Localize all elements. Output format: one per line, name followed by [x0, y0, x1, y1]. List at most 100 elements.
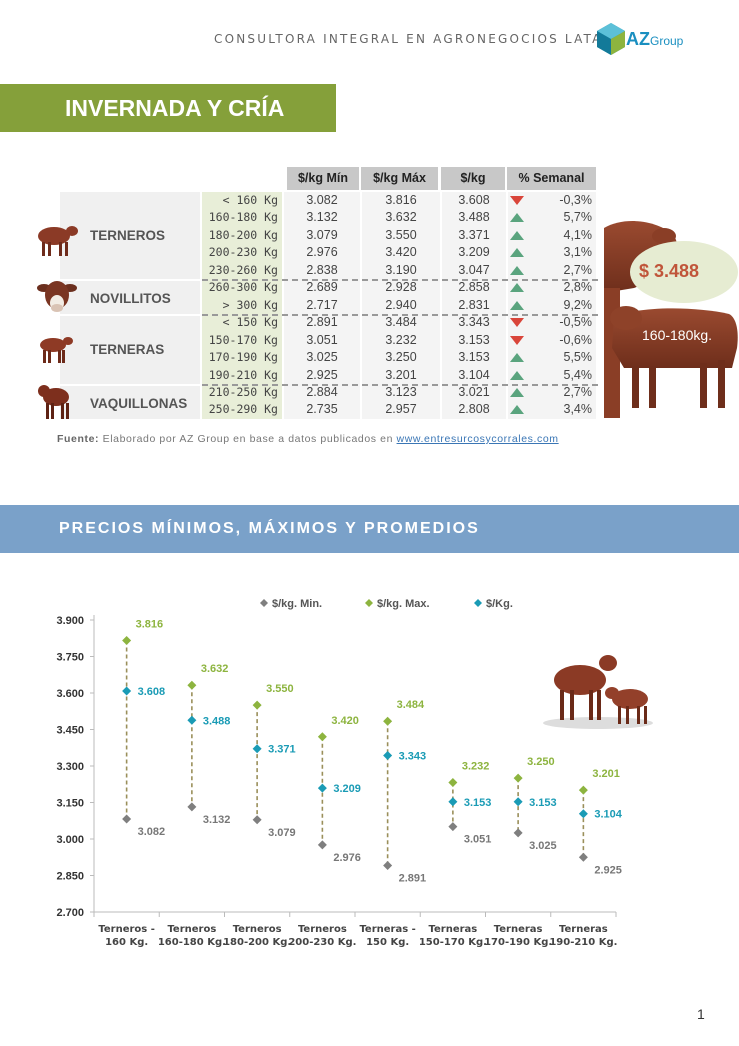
- weekly-change-cell: 2,7%: [508, 383, 596, 402]
- y-tick-label: 3.750: [56, 652, 84, 664]
- x-tick-label: Terneras: [559, 924, 608, 935]
- legend-label: $/kg. Max.: [377, 598, 430, 610]
- avg-point: [383, 751, 393, 761]
- avg-price-cell: 3.021: [442, 383, 506, 402]
- max-data-label: 3.201: [592, 768, 620, 780]
- avg-price-cell: 3.608: [442, 192, 506, 210]
- min-price-cell: 2.925: [284, 366, 360, 384]
- section-title: INVERNADA Y CRÍA: [65, 95, 285, 121]
- source-link[interactable]: www.entresurcosycorrales.com: [396, 433, 559, 445]
- weight-range-cell: < 150 Kg: [202, 314, 282, 332]
- trend-down-icon: [510, 196, 524, 205]
- weekly-change-cell: -0,3%: [508, 192, 596, 210]
- category-label: TERNERAS: [90, 342, 165, 357]
- weekly-change-cell: 5,4%: [508, 366, 596, 384]
- weight-range-cell: 200-230 Kg: [202, 244, 282, 262]
- trend-up-icon: [510, 300, 524, 310]
- cattle-illustration: [543, 655, 653, 729]
- category-vaquillonas: VAQUILLONAS: [60, 386, 200, 419]
- max-price-cell: 3.420: [362, 244, 440, 262]
- max-price-cell: 3.816: [362, 192, 440, 210]
- max-point: [448, 778, 458, 788]
- hexagon-logo-icon: [597, 23, 625, 55]
- weight-range-cell: > 300 Kg: [202, 296, 282, 315]
- max-price-cell: 3.232: [362, 331, 440, 350]
- min-price-cell: 3.082: [284, 192, 360, 210]
- x-tick-label: 150-170 Kg.: [419, 937, 487, 948]
- avg-point: [578, 809, 588, 819]
- avg-point: [513, 797, 523, 807]
- y-tick-label: 2.850: [56, 871, 84, 883]
- category-label: TERNEROS: [90, 228, 166, 243]
- y-tick-label: 3.450: [56, 725, 84, 737]
- weekly-change-cell: 4,1%: [508, 226, 596, 245]
- min-price-cell: 3.025: [284, 349, 360, 367]
- row-divider: [202, 384, 598, 386]
- avg-price-cell: 3.153: [442, 331, 506, 350]
- weekly-change-cell: 5,5%: [508, 349, 596, 367]
- heifer-icon: [38, 385, 69, 419]
- min-price-cell: 2.976: [284, 244, 360, 262]
- avg-price-cell: 2.858: [442, 279, 506, 297]
- max-data-label: 3.550: [266, 683, 294, 695]
- min-price-cell: 2.689: [284, 279, 360, 297]
- avg-price-cell: 3.343: [442, 314, 506, 332]
- min-point: [187, 802, 197, 812]
- min-point: [578, 852, 588, 862]
- source-note: Fuente: Elaborado por AZ Group en base a…: [57, 433, 559, 445]
- avg-data-label: 3.371: [268, 744, 296, 756]
- x-tick-label: 190-210 Kg.: [549, 937, 617, 948]
- min-data-label: 3.025: [529, 840, 557, 852]
- min-data-label: 2.976: [333, 852, 361, 864]
- header-tagline: CONSULTORA INTEGRAL EN AGRONEGOCIOS LATA…: [214, 32, 616, 46]
- max-point: [252, 700, 262, 710]
- price-range-chart: 2.700 2.850 3.000 3.150 3.300 3.450 3.600 3.750…: [56, 598, 653, 948]
- x-tick-label: 180-200 Kg.: [223, 937, 291, 948]
- weight-range-cell: < 160 Kg: [202, 192, 282, 210]
- column-header-weekly: % Semanal: [507, 167, 596, 190]
- avg-price-cell: 3.104: [442, 366, 506, 384]
- trend-down-icon: [510, 318, 524, 328]
- category-terneras: TERNERAS: [60, 316, 200, 384]
- max-price-cell: 2.957: [362, 401, 440, 419]
- avg-price-cell: 3.371: [442, 226, 506, 245]
- highlight-weight: 160-180kg.: [642, 327, 713, 343]
- avg-point: [317, 783, 327, 793]
- min-data-label: 3.079: [268, 827, 296, 839]
- max-data-label: 3.484: [397, 699, 425, 711]
- chart-banner: PRECIOS MÍNIMOS, MÁXIMOS Y PROMEDIOS: [0, 505, 739, 553]
- min-price-cell: 3.051: [284, 331, 360, 350]
- trend-up-icon: [510, 405, 524, 415]
- x-tick-label: 200-230 Kg.: [288, 937, 356, 948]
- x-tick-label: Terneros: [233, 924, 282, 935]
- trend-down-icon: [510, 335, 524, 345]
- row-divider: [202, 314, 598, 316]
- weight-range-cell: 170-190 Kg: [202, 349, 282, 367]
- max-data-label: 3.632: [201, 663, 229, 675]
- legend-marker: [260, 599, 268, 607]
- weight-range-cell: 190-210 Kg: [202, 366, 282, 384]
- max-point: [187, 680, 197, 690]
- x-tick-label: Terneros -: [98, 924, 155, 935]
- avg-price-cell: 3.153: [442, 349, 506, 367]
- trend-up-icon: [510, 283, 524, 293]
- x-tick-label: Terneros: [298, 924, 347, 935]
- weekly-change-cell: -0,6%: [508, 331, 596, 350]
- avg-price-cell: 3.209: [442, 244, 506, 262]
- trend-up-icon: [510, 265, 524, 275]
- avg-point: [448, 797, 458, 807]
- logo-wordmark: AZGroup: [626, 29, 684, 49]
- min-price-cell: 2.891: [284, 314, 360, 332]
- company-logo[interactable]: AZGroup: [596, 22, 706, 58]
- min-data-label: 3.051: [464, 834, 492, 846]
- avg-data-label: 3.153: [464, 797, 492, 809]
- min-price-cell: 2.717: [284, 296, 360, 315]
- trend-up-icon: [510, 213, 524, 223]
- avg-data-label: 3.608: [138, 686, 166, 698]
- max-price-cell: 2.940: [362, 296, 440, 315]
- category-label: VAQUILLONAS: [90, 396, 188, 411]
- legend-marker: [365, 599, 373, 607]
- max-price-cell: 3.632: [362, 209, 440, 227]
- chart-section-title: PRECIOS MÍNIMOS, MÁXIMOS Y PROMEDIOS: [59, 520, 480, 537]
- x-tick-label: Terneros: [167, 924, 216, 935]
